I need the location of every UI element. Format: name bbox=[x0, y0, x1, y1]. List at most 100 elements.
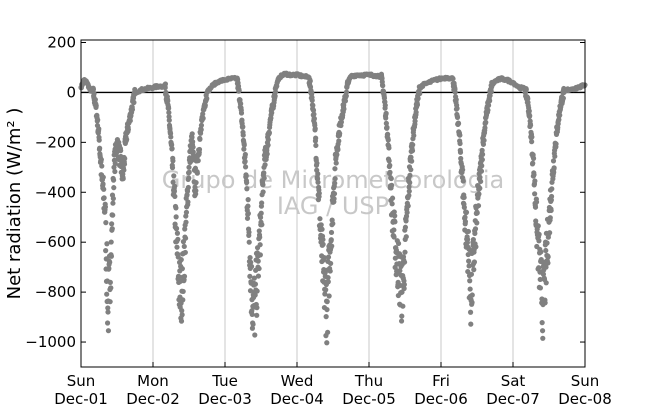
y-axis-label: Net radiation (W/m² ) bbox=[4, 108, 25, 300]
data-point bbox=[540, 271, 547, 277]
data-point bbox=[272, 93, 278, 99]
data-point bbox=[313, 135, 319, 141]
data-point bbox=[260, 189, 266, 195]
data-point bbox=[527, 122, 534, 128]
data-point bbox=[108, 239, 114, 245]
data-point bbox=[384, 124, 390, 130]
data-point bbox=[110, 200, 116, 206]
data-point bbox=[482, 125, 488, 131]
data-point bbox=[176, 274, 182, 280]
data-point bbox=[457, 132, 463, 138]
data-point bbox=[172, 193, 178, 199]
data-point bbox=[181, 273, 188, 279]
data-point bbox=[472, 226, 479, 232]
data-point bbox=[417, 90, 423, 97]
data-point bbox=[545, 254, 551, 260]
data-point bbox=[408, 167, 414, 173]
data-point bbox=[406, 184, 412, 190]
data-point bbox=[529, 139, 535, 145]
data-point bbox=[102, 204, 109, 210]
data-point bbox=[552, 153, 558, 159]
data-point bbox=[469, 299, 475, 306]
data-point bbox=[327, 268, 333, 274]
data-point bbox=[454, 105, 460, 111]
data-point bbox=[387, 169, 393, 175]
data-point bbox=[190, 144, 196, 150]
data-point bbox=[193, 180, 199, 186]
data-point bbox=[180, 288, 186, 295]
data-point bbox=[477, 174, 483, 180]
data-point bbox=[131, 99, 137, 106]
data-point bbox=[96, 126, 102, 132]
data-point bbox=[255, 273, 262, 279]
data-point bbox=[238, 101, 244, 107]
data-point bbox=[186, 164, 192, 170]
data-point bbox=[412, 118, 418, 124]
data-point bbox=[539, 328, 546, 334]
data-point bbox=[383, 115, 389, 121]
data-point bbox=[548, 193, 555, 200]
data-point bbox=[189, 131, 195, 137]
data-point bbox=[560, 95, 566, 101]
data-point bbox=[186, 169, 192, 175]
data-point bbox=[250, 321, 256, 327]
data-point bbox=[343, 89, 350, 95]
data-point bbox=[257, 214, 264, 221]
data-point bbox=[112, 168, 118, 175]
data-point bbox=[247, 288, 254, 294]
data-point bbox=[543, 280, 549, 286]
data-point bbox=[101, 186, 107, 192]
data-point bbox=[175, 236, 181, 242]
data-point bbox=[461, 194, 467, 201]
data-point bbox=[245, 203, 251, 209]
data-point bbox=[317, 216, 323, 222]
x-tick-label-day: Wed bbox=[281, 372, 314, 390]
data-point bbox=[204, 95, 210, 102]
data-point bbox=[450, 76, 456, 82]
data-point bbox=[257, 242, 263, 248]
data-point bbox=[318, 222, 324, 228]
data-point bbox=[257, 234, 263, 240]
data-point bbox=[183, 209, 190, 215]
data-point bbox=[537, 285, 544, 291]
data-point bbox=[252, 292, 258, 298]
data-point bbox=[325, 279, 331, 285]
data-point bbox=[479, 147, 485, 153]
data-point bbox=[452, 89, 458, 95]
data-point bbox=[262, 162, 268, 168]
data-point bbox=[403, 218, 409, 224]
data-point bbox=[324, 306, 330, 313]
x-axis-ticks: SunDec-01MonDec-02TueDec-03WedDec-04ThuD… bbox=[54, 362, 612, 408]
data-point bbox=[469, 292, 475, 298]
data-point bbox=[259, 200, 265, 206]
data-point bbox=[197, 136, 203, 142]
data-point bbox=[326, 293, 332, 299]
data-point bbox=[467, 278, 473, 284]
data-point bbox=[392, 219, 398, 225]
data-point bbox=[125, 126, 131, 133]
data-point bbox=[457, 140, 463, 147]
data-point bbox=[457, 149, 464, 155]
data-point bbox=[236, 87, 242, 94]
data-point bbox=[93, 103, 99, 109]
data-point bbox=[247, 255, 253, 261]
data-point bbox=[323, 287, 329, 293]
data-point bbox=[523, 87, 529, 93]
data-point bbox=[254, 305, 260, 311]
data-point bbox=[455, 120, 462, 127]
data-point bbox=[385, 131, 391, 137]
data-point bbox=[545, 260, 551, 266]
data-point bbox=[547, 230, 553, 236]
data-point bbox=[401, 285, 407, 292]
data-point bbox=[530, 160, 536, 166]
data-point bbox=[162, 85, 168, 91]
data-point bbox=[165, 98, 171, 104]
data-point bbox=[242, 164, 249, 170]
data-point bbox=[402, 249, 408, 255]
data-point bbox=[178, 318, 185, 324]
data-point bbox=[538, 249, 544, 255]
data-point bbox=[105, 328, 112, 334]
data-point bbox=[169, 165, 176, 171]
data-point bbox=[307, 78, 313, 84]
data-point bbox=[90, 86, 97, 93]
